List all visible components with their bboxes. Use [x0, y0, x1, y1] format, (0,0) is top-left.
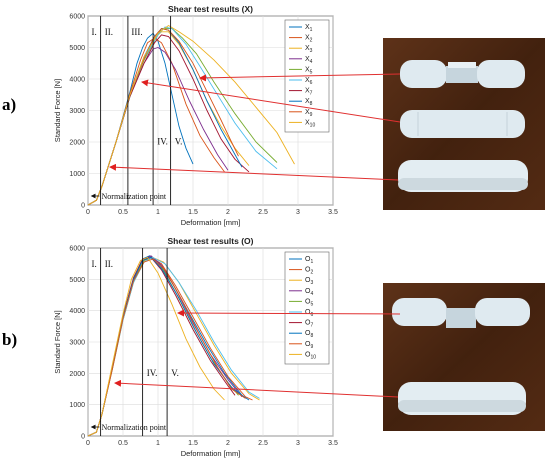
chart-a-stage-label: V.: [175, 137, 183, 147]
chart-b-stage-label: IV.: [147, 368, 158, 378]
specimen-o-sheared: [392, 298, 530, 328]
chart-a-xtick-label: 2: [226, 209, 230, 216]
chart-a-ytick-label: 5000: [69, 45, 85, 52]
chart-b-xtick-label: 3: [296, 440, 300, 447]
chart-a-legend-entry: X5: [305, 66, 313, 75]
chart-a-ytick-label: 0: [81, 203, 85, 210]
specimen-x-intact: [398, 160, 528, 192]
chart-b-ytick-label: 1000: [69, 402, 85, 409]
chart-a-xtick-label: 2.5: [258, 209, 268, 216]
chart-a: Shear test results (X) 0 0.5 1 1.5 2 2.5 3 3.5 0 1…: [53, 4, 338, 227]
panel-label-a: a): [2, 95, 16, 114]
chart-a-ytick-label: 6000: [69, 14, 85, 21]
chart-b-legend-entry: O3: [305, 277, 313, 286]
chart-b-legend-entry: O4: [305, 288, 313, 297]
arrow-o-sheared: [177, 309, 401, 317]
chart-b-ytick-label: 5000: [69, 277, 85, 284]
chart-b-xtick-label: 2.5: [258, 440, 268, 447]
chart-a-annotation: Normalization point: [102, 192, 167, 201]
chart-b-stage-label: II.: [105, 259, 113, 269]
chart-a-legend-entry: X10: [305, 119, 315, 128]
arrow-x-intact: [109, 163, 399, 181]
arrow-x-deformed: [141, 79, 401, 123]
chart-b-legend-entry: O2: [305, 267, 313, 276]
chart-a-legend-entry: X9: [305, 109, 313, 118]
chart-a-xlabel: Deformation [mm]: [181, 218, 241, 227]
chart-b-legend-entry: O1: [305, 256, 313, 265]
chart-b-ytick-label: 4000: [69, 308, 85, 315]
chart-b-legend-entry: O5: [305, 298, 313, 307]
chart-a-stage-label: IV.: [157, 137, 168, 147]
chart-b-legend: [284, 251, 330, 365]
specimen-x-sheared: [400, 60, 525, 88]
specimen-photo-x: [383, 38, 545, 210]
chart-b-ylabel: Standard Force [N]: [53, 310, 62, 373]
chart-b-xtick-label: 1.5: [188, 440, 198, 447]
chart-a-legend-entry: X4: [305, 56, 313, 65]
chart-b-ytick-label: 0: [81, 434, 85, 441]
chart-a-stage-label: III.: [131, 27, 142, 37]
chart-a-legend-entry: X6: [305, 77, 313, 86]
chart-b-stage-label: V.: [171, 368, 179, 378]
chart-b-stage-label: I.: [92, 259, 97, 269]
chart-b-annotation: Normalization point: [102, 423, 167, 432]
chart-b-xtick-label: 3.5: [328, 440, 338, 447]
specimen-o-intact: [398, 382, 526, 415]
chart-b-legend-entry: O7: [305, 320, 313, 329]
panel-label-b: b): [2, 330, 17, 349]
chart-b-legend-entry: O10: [305, 351, 316, 360]
chart-a-ytick-label: 3000: [69, 108, 85, 115]
chart-b-legend-entry: O9: [305, 341, 313, 350]
chart-a-ytick-label: 1000: [69, 171, 85, 178]
chart-b-xtick-label: 1: [156, 440, 160, 447]
chart-b-xlabel: Deformation [mm]: [181, 449, 241, 458]
chart-b-legend-entry: O8: [305, 330, 313, 339]
chart-a-title: Shear test results (X): [168, 4, 253, 14]
arrow-o-intact: [114, 379, 399, 398]
chart-b-ytick-label: 6000: [69, 246, 85, 253]
chart-a-xtick-label: 3.5: [328, 209, 338, 216]
specimen-photo-o: [383, 283, 545, 431]
chart-a-stage-label: I.: [92, 27, 97, 37]
chart-a-stage-label: II.: [105, 27, 113, 37]
chart-a-xtick-label: 3: [296, 209, 300, 216]
chart-b-ytick-label: 3000: [69, 340, 85, 347]
chart-a-legend-entry: X2: [305, 35, 313, 44]
arrow-x-sheared: [199, 73, 401, 82]
specimen-x-deformed: [400, 110, 525, 138]
chart-b-title: Shear test results (O): [168, 236, 254, 246]
pointer-arrows: [109, 73, 401, 398]
chart-a-legend-entry: X7: [305, 88, 313, 97]
chart-b-xtick-label: 2: [226, 440, 230, 447]
chart-a-legend-entry: X8: [305, 98, 313, 107]
chart-b-xtick-label: 0.5: [118, 440, 128, 447]
chart-a-ylabel: Standard Force [N]: [53, 79, 62, 142]
chart-a-legend-entry: X1: [305, 24, 313, 33]
chart-b-xtick-label: 0: [86, 440, 90, 447]
chart-b-ytick-label: 2000: [69, 371, 85, 378]
chart-a-xtick-label: 0: [86, 209, 90, 216]
chart-b-series-10: [87, 256, 225, 437]
chart-a-xtick-label: 1.5: [188, 209, 198, 216]
chart-a-xtick-label: 0.5: [118, 209, 128, 216]
chart-a-xtick-label: 1: [156, 209, 160, 216]
chart-a-ytick-label: 4000: [69, 77, 85, 84]
chart-b: Shear test results (O) 0 0.5 1 1.5 2 2.5 3 3.5 0 1…: [53, 236, 338, 458]
chart-a-legend-entry: X3: [305, 45, 313, 54]
chart-a-ytick-label: 2000: [69, 140, 85, 147]
